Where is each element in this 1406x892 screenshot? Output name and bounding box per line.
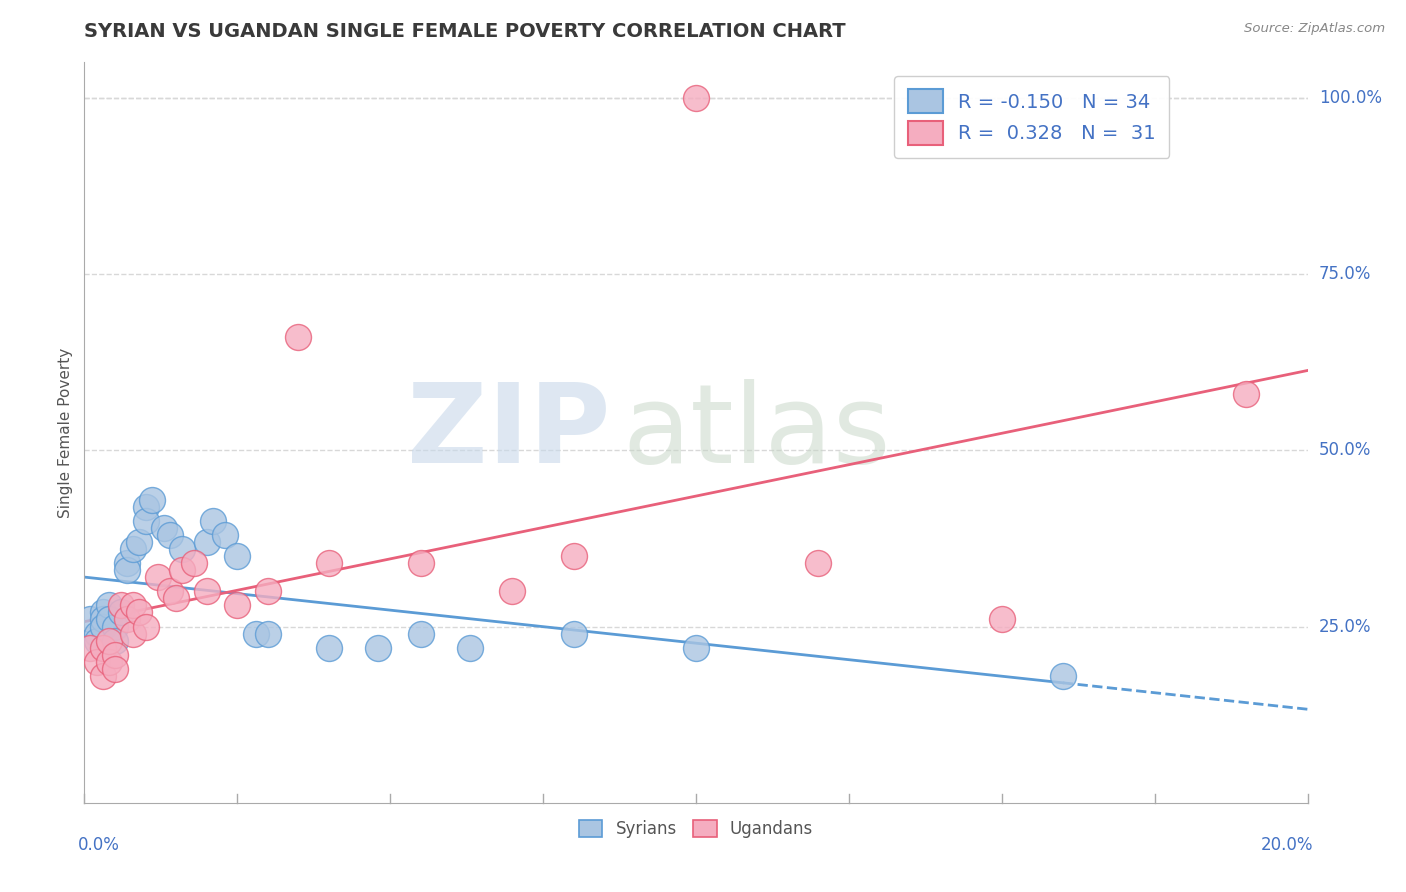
Point <box>991 612 1014 626</box>
Point <box>367 640 389 655</box>
Point <box>245 626 267 640</box>
Text: 75.0%: 75.0% <box>1319 265 1371 283</box>
Text: 25.0%: 25.0% <box>1319 617 1371 635</box>
Point <box>91 619 114 633</box>
Text: 50.0%: 50.0% <box>1319 442 1371 459</box>
Point <box>257 584 280 599</box>
Point <box>115 612 138 626</box>
Point <box>214 528 236 542</box>
Text: atlas: atlas <box>623 379 891 486</box>
Text: SYRIAN VS UGANDAN SINGLE FEMALE POVERTY CORRELATION CHART: SYRIAN VS UGANDAN SINGLE FEMALE POVERTY … <box>84 22 846 41</box>
Point <box>97 633 120 648</box>
Point <box>79 612 101 626</box>
Y-axis label: Single Female Poverty: Single Female Poverty <box>58 348 73 517</box>
Point <box>195 584 218 599</box>
Point <box>226 549 249 563</box>
Point <box>128 535 150 549</box>
Point <box>159 584 181 599</box>
Point <box>685 91 707 105</box>
Text: ZIP: ZIP <box>406 379 610 486</box>
Point <box>122 599 145 613</box>
Point <box>226 599 249 613</box>
Legend: Syrians, Ugandans: Syrians, Ugandans <box>571 812 821 847</box>
Point <box>91 669 114 683</box>
Point <box>1236 387 1258 401</box>
Point <box>165 591 187 606</box>
Point <box>318 556 340 570</box>
Point <box>86 633 108 648</box>
Point <box>122 626 145 640</box>
Point <box>141 492 163 507</box>
Point <box>146 570 169 584</box>
Point <box>97 612 120 626</box>
Point <box>135 514 157 528</box>
Point <box>104 619 127 633</box>
Point <box>104 633 127 648</box>
Point <box>172 541 194 556</box>
Point <box>110 606 132 620</box>
Text: 100.0%: 100.0% <box>1319 88 1382 107</box>
Point <box>201 514 224 528</box>
Point <box>135 619 157 633</box>
Text: 0.0%: 0.0% <box>79 836 120 855</box>
Point <box>685 640 707 655</box>
Point <box>135 500 157 514</box>
Point <box>91 606 114 620</box>
Text: 20.0%: 20.0% <box>1261 836 1313 855</box>
Point <box>807 556 830 570</box>
Point <box>195 535 218 549</box>
Point <box>153 521 176 535</box>
Point <box>110 599 132 613</box>
Point <box>86 626 108 640</box>
Point <box>183 556 205 570</box>
Point <box>86 655 108 669</box>
Point <box>79 640 101 655</box>
Text: Source: ZipAtlas.com: Source: ZipAtlas.com <box>1244 22 1385 36</box>
Point <box>122 541 145 556</box>
Point <box>562 626 585 640</box>
Point <box>115 556 138 570</box>
Point <box>91 640 114 655</box>
Point <box>409 626 432 640</box>
Point <box>318 640 340 655</box>
Point <box>562 549 585 563</box>
Point <box>97 655 120 669</box>
Point <box>1052 669 1074 683</box>
Point <box>502 584 524 599</box>
Point <box>172 563 194 577</box>
Point <box>159 528 181 542</box>
Point <box>458 640 481 655</box>
Point <box>115 563 138 577</box>
Point <box>409 556 432 570</box>
Point <box>257 626 280 640</box>
Point <box>91 612 114 626</box>
Point <box>287 330 309 344</box>
Point <box>128 606 150 620</box>
Point <box>104 648 127 662</box>
Point <box>104 662 127 676</box>
Point <box>97 599 120 613</box>
